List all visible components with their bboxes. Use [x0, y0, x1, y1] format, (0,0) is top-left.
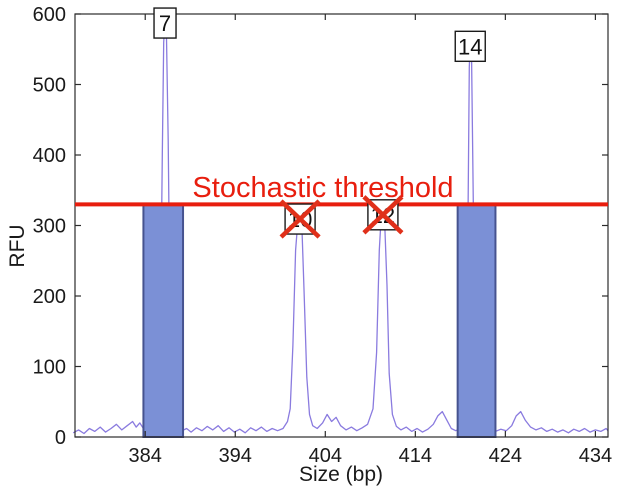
x-tick-label: 424: [489, 445, 522, 467]
x-tick-label: 404: [309, 445, 342, 467]
x-axis-label: Size (bp): [299, 463, 383, 486]
peak-label-14: 14: [458, 34, 482, 59]
y-tick-label: 300: [33, 216, 66, 238]
peak-label-box-14: [454, 30, 486, 63]
y-tick-label: 100: [33, 357, 66, 379]
x-tick-label: 384: [129, 445, 162, 467]
y-tick-label: 0: [55, 427, 66, 449]
allele-bin-rect: [456, 203, 497, 438]
y-axis-label: RFU: [6, 224, 29, 267]
stochastic-threshold-label: Stochastic threshold: [192, 172, 453, 204]
x-tick-label: 394: [219, 445, 252, 467]
y-tick-label: 600: [33, 4, 66, 26]
peak-label-7: 7: [159, 11, 171, 36]
chart-generated-layer: 3843944044144244340100200300400500600710…: [33, 4, 612, 467]
rejected-cross: [362, 195, 404, 235]
y-tick-label: 500: [33, 75, 66, 97]
peak-label-box-7: [153, 7, 177, 39]
x-tick-label: 414: [399, 445, 432, 467]
rejected-cross: [279, 199, 321, 239]
y-tick-label: 400: [33, 145, 66, 167]
allele-bin-rect: [142, 203, 185, 438]
x-tick-label: 434: [579, 445, 612, 467]
y-tick-label: 200: [33, 286, 66, 308]
